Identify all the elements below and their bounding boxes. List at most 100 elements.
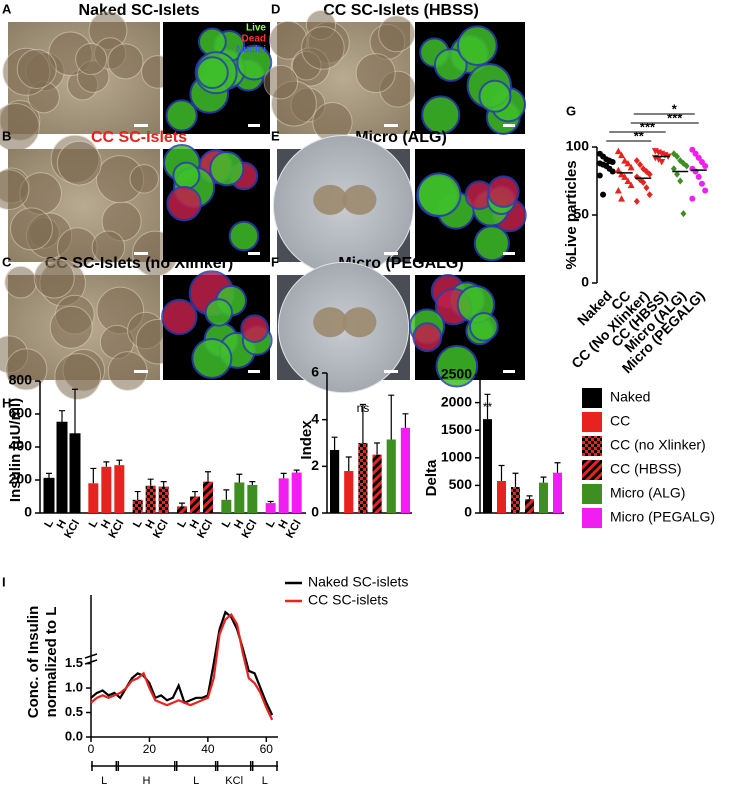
bar — [247, 484, 258, 513]
legend-swatch — [582, 412, 602, 432]
y-tick-label: 100 — [566, 138, 590, 154]
error-bar — [484, 393, 491, 420]
y-tick-label: 500 — [449, 476, 473, 492]
data-point — [633, 197, 640, 205]
bar — [43, 477, 55, 514]
bar — [88, 483, 99, 513]
y-tick-label: 2 — [311, 457, 319, 473]
cell-cluster — [209, 151, 245, 187]
islet — [33, 257, 75, 299]
data-point — [692, 150, 699, 157]
phase-label: H — [143, 775, 151, 787]
x-tick-label: L — [42, 518, 56, 530]
error-bar — [223, 489, 230, 500]
y-tick-label: 200 — [9, 471, 33, 487]
stain-label: Live — [246, 23, 266, 34]
scale-bar — [384, 124, 398, 127]
data-point — [614, 166, 622, 174]
phase-label: L — [101, 775, 107, 787]
islet — [0, 169, 30, 211]
islet — [91, 230, 126, 265]
cell-cluster — [172, 161, 201, 190]
bar — [278, 478, 289, 513]
scale-bar — [248, 370, 260, 373]
y-tick-label: 400 — [9, 438, 33, 454]
significance-label: *** — [640, 119, 656, 134]
y-tick-label: 4 — [311, 410, 319, 426]
error-bar — [388, 394, 395, 440]
legend-label: Naked SC-islets — [308, 574, 408, 590]
islet — [263, 64, 299, 100]
islet — [342, 184, 377, 215]
y-tick-label: 800 — [9, 372, 33, 388]
y-tick-label: 6 — [311, 364, 319, 380]
y-tick-label: 2500 — [441, 366, 472, 382]
data-point — [618, 195, 626, 202]
annotation: ** — [483, 400, 493, 414]
data-point — [640, 178, 647, 186]
bar — [69, 433, 81, 514]
bar — [190, 496, 200, 513]
bar — [497, 480, 506, 513]
x-tick-label: L — [264, 518, 278, 530]
legend-label: Micro (ALG) — [610, 485, 685, 501]
islet — [342, 307, 377, 338]
error-bar — [134, 490, 141, 500]
data-point — [646, 170, 653, 178]
panel-letter: D — [271, 1, 280, 16]
islet — [129, 164, 159, 194]
bar — [158, 486, 169, 513]
data-point — [658, 158, 666, 166]
data-point — [596, 172, 603, 179]
x-tick-label: L — [220, 518, 234, 530]
data-point — [674, 170, 681, 178]
cell-cluster — [197, 27, 227, 57]
cell-cluster — [228, 220, 260, 252]
cell-cluster — [166, 185, 202, 222]
cell-cluster — [478, 79, 512, 113]
error-bar — [280, 472, 287, 479]
x-tick-label: KCl — [240, 518, 260, 540]
x-tick-label: L — [175, 518, 189, 530]
error-bar — [374, 442, 381, 455]
error-bar — [345, 456, 352, 471]
error-bar — [147, 478, 154, 486]
bar — [132, 499, 143, 513]
bar — [114, 465, 125, 513]
significance-label: * — [672, 101, 678, 116]
data-point — [702, 187, 709, 194]
legend-label: CC — [610, 413, 630, 429]
bar — [330, 450, 340, 513]
data-point — [643, 184, 650, 192]
scale-bar — [503, 370, 515, 373]
x-tick-label: 20 — [143, 742, 157, 756]
panel-title: Micro (ALG) — [355, 129, 447, 146]
scale-bar — [134, 124, 148, 127]
error-bar — [526, 495, 533, 500]
stain-label: Dead — [242, 34, 266, 45]
data-point — [689, 195, 696, 202]
data-point — [646, 191, 653, 199]
panel-letter: H — [2, 395, 11, 410]
islet — [301, 26, 345, 70]
bar — [221, 499, 232, 513]
x-tick-label: L — [131, 518, 145, 530]
islet — [56, 140, 102, 186]
x-tick-label: KCl — [62, 518, 82, 540]
error-bar — [205, 471, 211, 482]
bar — [511, 487, 520, 513]
error-bar — [512, 472, 519, 488]
error-bar — [72, 388, 78, 434]
error-bar — [59, 410, 65, 423]
y-tick-label: 1.0 — [65, 679, 83, 694]
data-point — [637, 161, 644, 169]
bar — [56, 421, 68, 514]
data-point — [633, 157, 640, 165]
data-point — [624, 177, 632, 184]
panel-letter: G — [566, 103, 576, 118]
bar — [291, 472, 302, 513]
scale-bar — [134, 370, 148, 373]
legend-swatch — [582, 460, 602, 480]
scale-bar — [503, 124, 515, 127]
